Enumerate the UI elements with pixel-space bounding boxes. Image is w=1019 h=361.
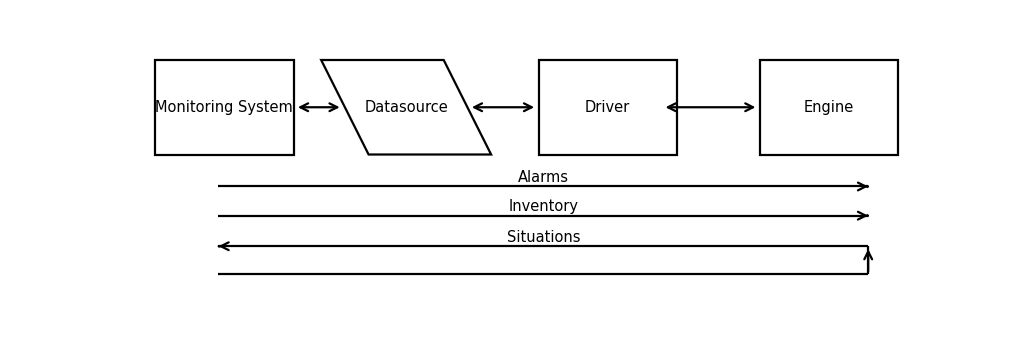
Text: Inventory: Inventory	[507, 199, 578, 214]
Polygon shape	[321, 60, 491, 155]
Bar	[538, 60, 677, 155]
Text: Alarms: Alarms	[518, 170, 569, 185]
Text: Datasource: Datasource	[364, 100, 447, 115]
Bar	[155, 60, 293, 155]
Text: Situations: Situations	[506, 230, 580, 245]
Text: Engine: Engine	[803, 100, 853, 115]
Text: Monitoring System: Monitoring System	[155, 100, 292, 115]
Bar	[759, 60, 898, 155]
Text: Driver: Driver	[585, 100, 630, 115]
